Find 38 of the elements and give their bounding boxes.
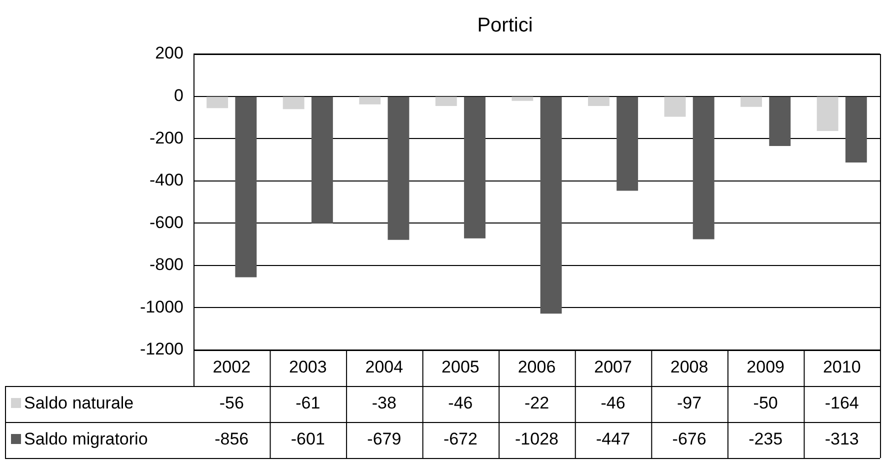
data-label: -856 xyxy=(214,430,249,449)
data-label: -50 xyxy=(753,394,778,413)
data-label: -56 xyxy=(219,394,244,413)
x-tick-label: 2003 xyxy=(288,358,327,377)
data-label: -679 xyxy=(367,430,402,449)
x-tick-label: 2004 xyxy=(365,358,404,377)
data-label: -672 xyxy=(443,430,478,449)
x-tick-label: 2009 xyxy=(746,358,784,377)
x-tick-label: 2002 xyxy=(212,358,251,377)
y-tick-label: 200 xyxy=(155,44,184,63)
x-tick-label: 2006 xyxy=(518,358,556,377)
data-label: -46 xyxy=(600,394,626,413)
y-tick-label: -400 xyxy=(149,170,184,190)
chart-title: Portici xyxy=(477,14,533,37)
y-tick-label: -200 xyxy=(149,128,184,148)
x-tick-label: 2007 xyxy=(594,358,632,377)
data-label: -313 xyxy=(824,430,859,449)
data-label: -97 xyxy=(677,394,702,413)
data-label: -46 xyxy=(448,394,473,413)
x-tick-label: 2010 xyxy=(822,358,861,377)
data-label: -235 xyxy=(748,430,783,449)
x-tick-label: 2005 xyxy=(442,358,480,377)
y-tick-label: -1200 xyxy=(140,340,184,359)
legend-label: Saldo migratorio xyxy=(24,430,148,449)
data-label: -601 xyxy=(290,430,325,449)
y-tick-label: 0 xyxy=(174,86,184,105)
data-label: -38 xyxy=(372,394,396,413)
data-label: -22 xyxy=(524,394,550,413)
y-tick-label: -1000 xyxy=(140,297,184,316)
data-label: -447 xyxy=(596,430,630,449)
legend-label: Saldo naturale xyxy=(24,394,134,413)
data-label: -1028 xyxy=(515,430,558,449)
y-tick-label: -600 xyxy=(149,212,184,232)
data-label: -61 xyxy=(296,394,320,413)
data-label: -676 xyxy=(672,430,706,449)
data-label: -164 xyxy=(824,394,859,413)
y-tick-label: -800 xyxy=(149,255,184,274)
x-tick-label: 2008 xyxy=(670,358,708,377)
